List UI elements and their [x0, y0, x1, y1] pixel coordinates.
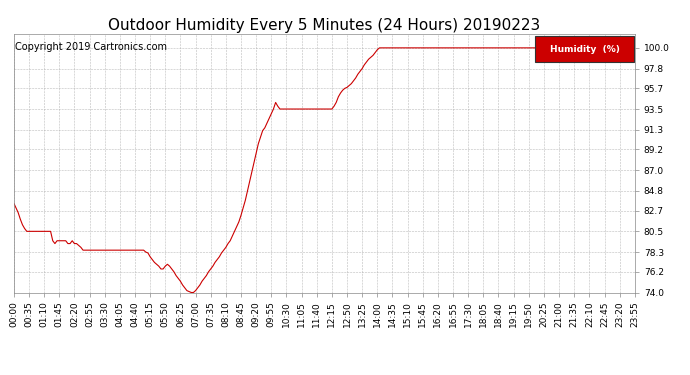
Text: Copyright 2019 Cartronics.com: Copyright 2019 Cartronics.com	[15, 42, 167, 51]
Title: Outdoor Humidity Every 5 Minutes (24 Hours) 20190223: Outdoor Humidity Every 5 Minutes (24 Hou…	[108, 18, 540, 33]
FancyBboxPatch shape	[535, 36, 633, 62]
Text: Humidity  (%): Humidity (%)	[549, 45, 620, 54]
